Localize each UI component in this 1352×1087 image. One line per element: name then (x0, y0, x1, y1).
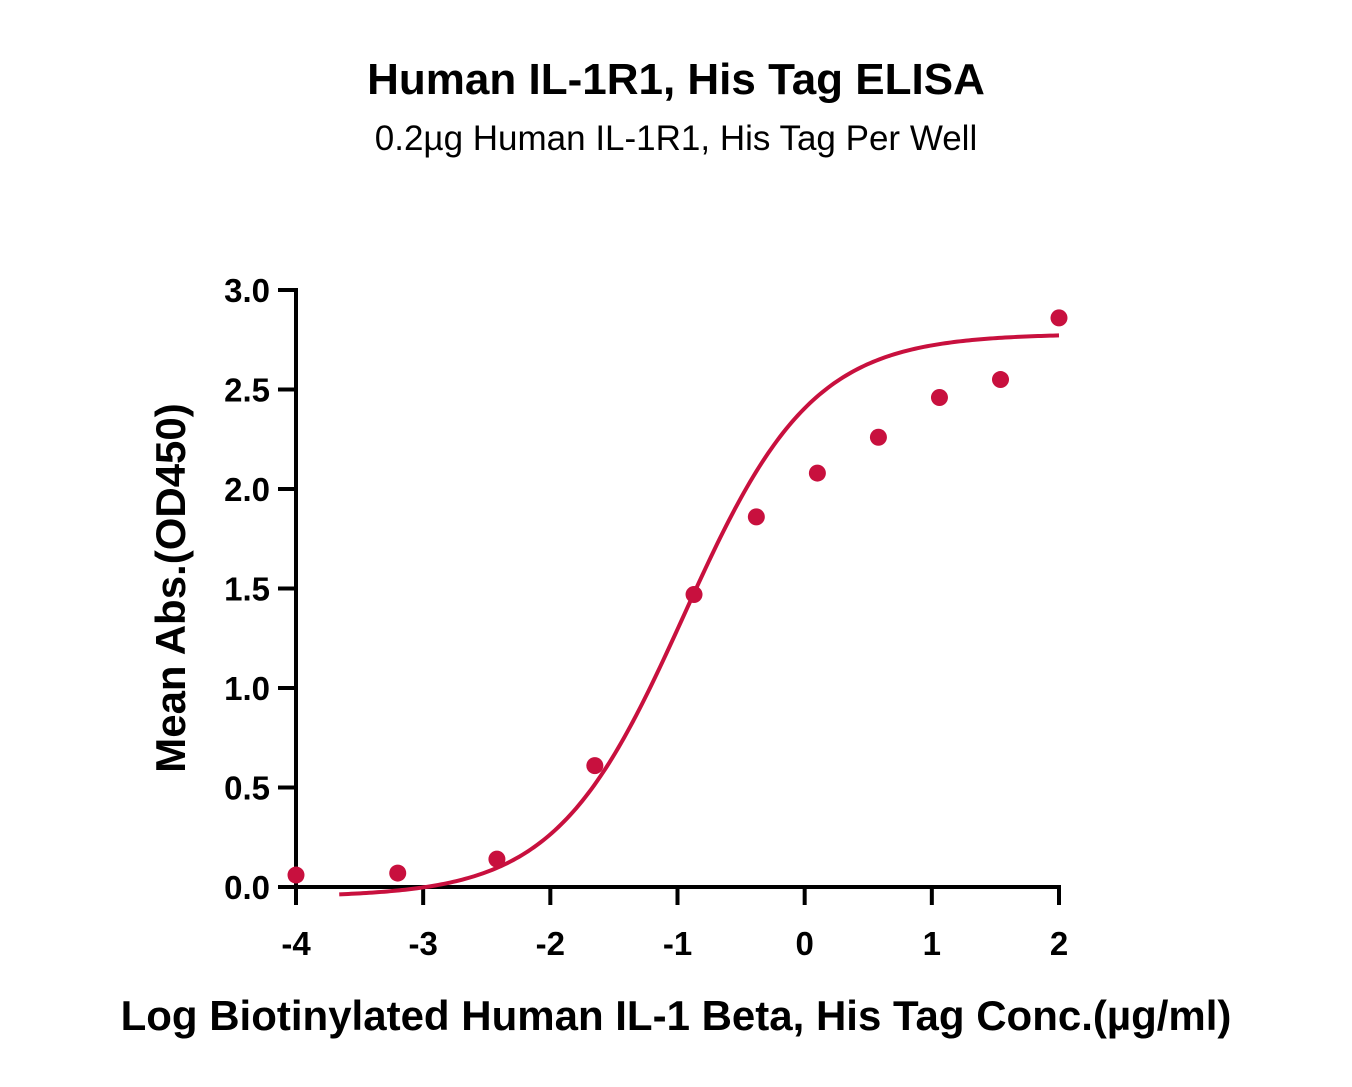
y-ticks: 0.0 0.5 1.0 1.5 2.0 2.5 3.0 (224, 272, 296, 906)
x-tick-label: 0 (795, 925, 813, 962)
data-point (287, 866, 305, 884)
y-tick-label: 0.5 (224, 770, 270, 807)
data-point (488, 850, 506, 868)
x-tick-label: -1 (663, 925, 692, 962)
chart-subtitle: 0.2µg Human IL-1R1, His Tag Per Well (375, 119, 977, 158)
x-tick-label: -3 (408, 925, 437, 962)
x-ticks: -4 -3 -2 -1 0 1 2 (281, 887, 1068, 962)
x-tick-label: 2 (1050, 925, 1068, 962)
fit-curve (339, 333, 1060, 897)
y-tick-label: 1.0 (224, 670, 270, 707)
x-tick-label: -4 (281, 925, 311, 962)
data-point (1050, 309, 1068, 327)
y-tick-label: 2.5 (224, 372, 270, 409)
data-points (287, 309, 1068, 884)
x-tick-label: 1 (923, 925, 941, 962)
y-tick-label: 3.0 (224, 272, 270, 309)
y-tick-label: 1.5 (224, 571, 270, 608)
data-point (685, 585, 703, 603)
chart-title: Human IL-1R1, His Tag ELISA (367, 55, 985, 104)
axes: 0.0 0.5 1.0 1.5 2.0 2.5 3.0 -4 -3 -2 -1 0 1 2 (224, 272, 1068, 962)
data-point (869, 428, 887, 446)
y-tick-label: 2.0 (224, 471, 270, 508)
data-point (747, 508, 765, 526)
data-point (808, 464, 826, 482)
x-tick-label: -2 (536, 925, 565, 962)
data-point (389, 864, 407, 882)
x-axis-label: Log Biotinylated Human IL-1 Beta, His Ta… (121, 992, 1232, 1039)
data-point (586, 757, 604, 775)
y-tick-label: 0.0 (224, 869, 270, 906)
data-point (992, 371, 1010, 389)
y-axis-label: Mean Abs.(OD450) (147, 403, 194, 773)
data-point (930, 388, 948, 406)
